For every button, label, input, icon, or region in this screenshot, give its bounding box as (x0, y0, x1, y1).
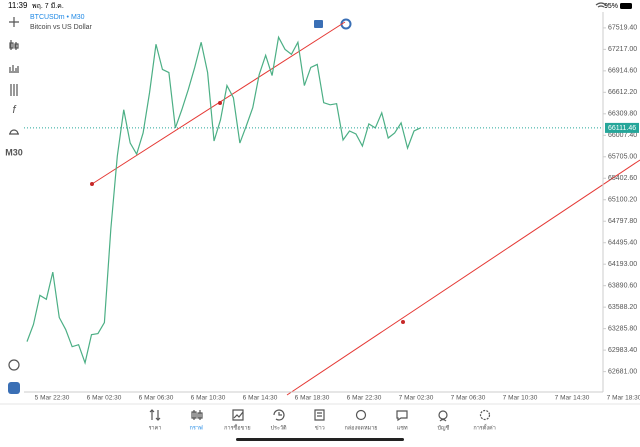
settings-tool[interactable] (10, 84, 18, 96)
y-tick-label: 66007.40 (608, 132, 637, 139)
x-tick-label: 6 Mar 06:30 (139, 395, 174, 402)
current-price-label: 66111.46 (608, 125, 636, 132)
trend-point[interactable] (218, 101, 222, 105)
y-tick-label: 65100.20 (608, 197, 637, 204)
tab-label[interactable]: แชท (397, 424, 408, 431)
chart-subtitle: Bitcoin vs US Dollar (30, 24, 93, 31)
crosshair-tool[interactable] (9, 17, 19, 27)
y-tick-label: 66914.60 (608, 68, 637, 75)
y-tick-label: 62681.00 (608, 368, 637, 375)
tab-label[interactable]: ข่าว (315, 425, 325, 431)
x-tick-label: 7 Mar 14:30 (555, 395, 590, 402)
timeframe[interactable]: M30 (5, 147, 23, 157)
y-tick-label: 65705.00 (608, 154, 637, 161)
price-line (26, 35, 421, 365)
tab-label[interactable]: กล่องจดหมาย (344, 425, 377, 431)
x-tick-label: 6 Mar 10:30 (191, 395, 226, 402)
x-tick-label: 6 Mar 22:30 (347, 395, 382, 402)
x-tick-label: 7 Mar 02:30 (399, 395, 434, 402)
quick-trade-icon[interactable] (314, 20, 323, 28)
x-tick-label: 7 Mar 18:30 (607, 395, 640, 402)
y-tick-label: 64797.80 (608, 218, 637, 225)
y-tick-label: 64193.00 (608, 261, 637, 268)
one-click-icon[interactable] (340, 18, 352, 30)
y-tick-label: 67217.00 (608, 46, 637, 53)
tab-label[interactable]: การตั้งค่า (473, 423, 495, 431)
y-tick-label: 63285.80 (608, 325, 637, 332)
trend-point[interactable] (90, 182, 94, 186)
y-tick-label: 63588.20 (608, 304, 637, 311)
status-time: 11:39 (8, 1, 28, 10)
y-tick-label: 67519.40 (608, 25, 637, 32)
tab-icons (149, 409, 491, 422)
battery-icon (620, 3, 632, 9)
x-tick-label: 7 Mar 10:30 (503, 395, 538, 402)
x-tick-label: 5 Mar 22:30 (35, 395, 70, 402)
trend-point[interactable] (401, 320, 405, 324)
trend-line[interactable] (286, 159, 640, 396)
function-tool[interactable]: f (12, 104, 16, 116)
tab-label[interactable]: ประวัติ (271, 424, 287, 431)
battery-text: 95% (604, 3, 618, 10)
y-tick-label: 62983.40 (608, 347, 637, 354)
trade-tool[interactable] (8, 359, 20, 371)
chart-type-tool[interactable] (9, 40, 19, 50)
y-tick-label: 64495.40 (608, 240, 637, 247)
wifi-icon (595, 2, 607, 8)
y-tick-label: 63890.60 (608, 283, 637, 290)
account-tool[interactable] (8, 382, 20, 394)
indicators-tool[interactable] (9, 65, 19, 73)
objects-tool[interactable] (9, 129, 19, 135)
left-toolbar: f M30 (5, 17, 23, 394)
y-tick-label: 65402.60 (608, 175, 637, 182)
x-tick-label: 6 Mar 02:30 (87, 395, 122, 402)
tab-label[interactable]: บัญชี (437, 424, 449, 431)
tab-label[interactable]: การซื้อขาย (224, 423, 250, 431)
chart-title: BTCUSDm • M30 (30, 14, 85, 21)
x-tick-label: 7 Mar 06:30 (451, 395, 486, 402)
x-tick-label: 6 Mar 14:30 (243, 395, 278, 402)
y-tick-label: 66612.20 (608, 89, 637, 96)
status-date: พฤ. 7 มี.ค. (32, 2, 64, 10)
tab-label[interactable]: กราฟ (190, 424, 203, 431)
home-indicator (236, 438, 404, 441)
tab-label[interactable]: ราคา (149, 425, 162, 431)
x-tick-label: 6 Mar 18:30 (295, 395, 330, 402)
current-price-box (605, 122, 639, 133)
y-tick-label: 66309.80 (608, 111, 637, 118)
